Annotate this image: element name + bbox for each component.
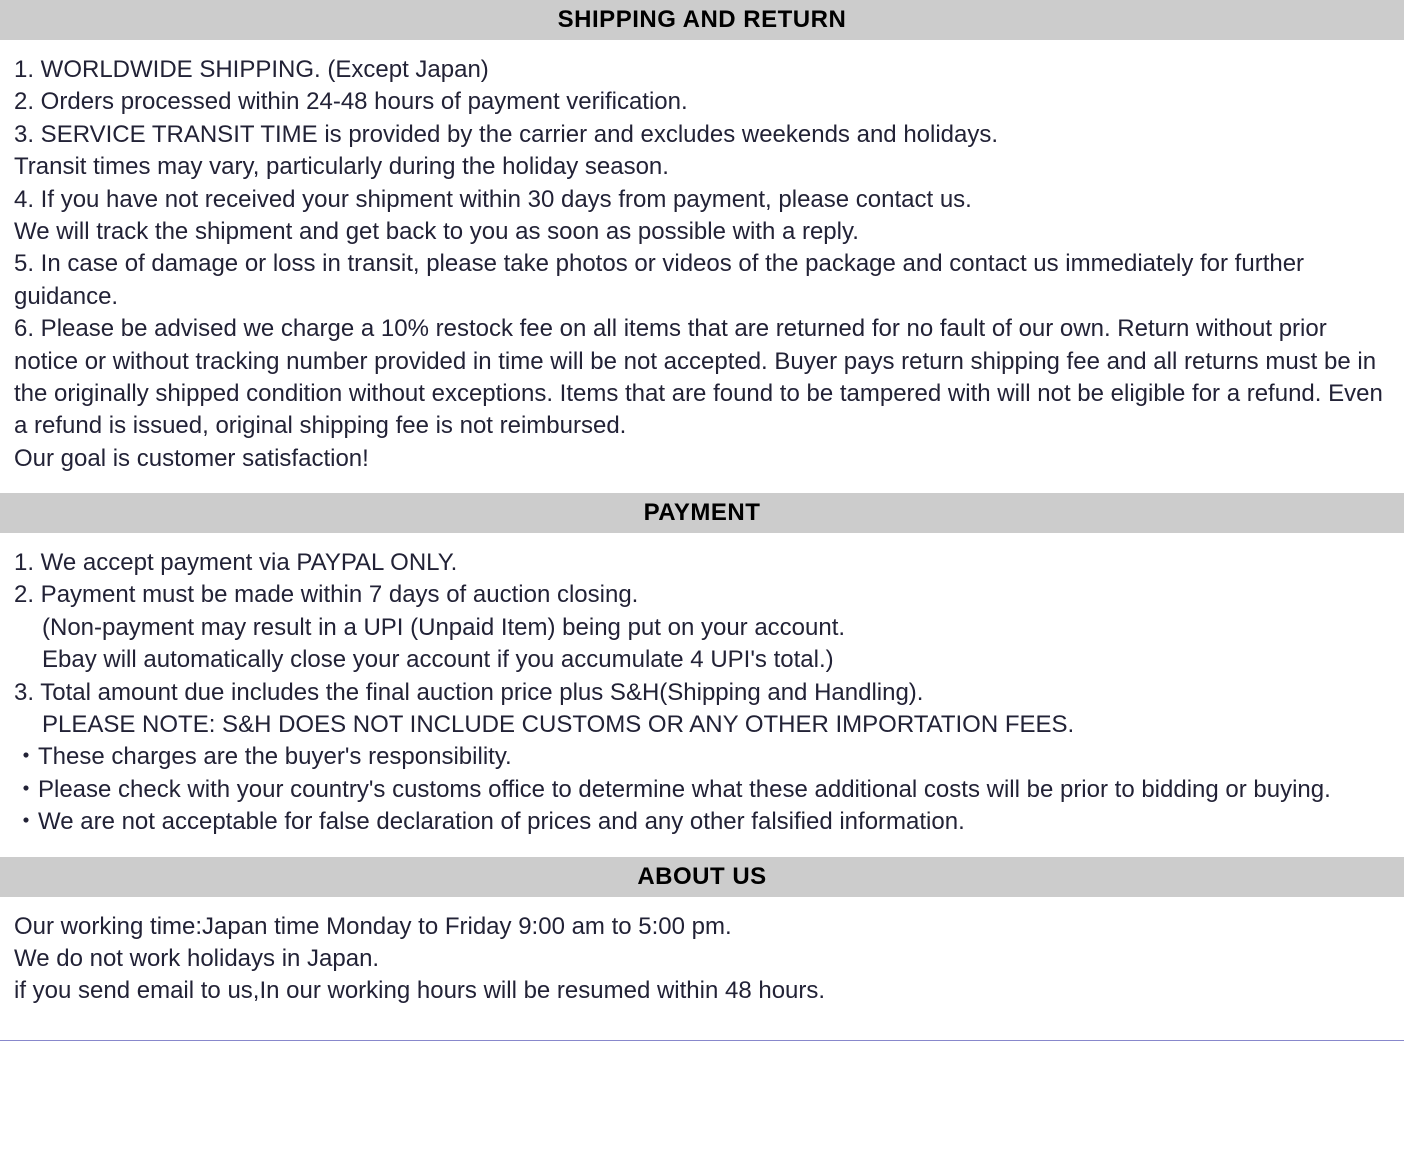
shipping-header: SHIPPING AND RETURN [0, 0, 1404, 40]
shipping-line: Our goal is customer satisfaction! [14, 443, 1390, 475]
shipping-line: We will track the shipment and get back … [14, 216, 1390, 248]
shipping-line: 6. Please be advised we charge a 10% res… [14, 313, 1390, 443]
payment-line: ・Please check with your country's custom… [14, 774, 1390, 806]
shipping-line: 5. In case of damage or loss in transit,… [14, 248, 1390, 313]
payment-header: PAYMENT [0, 493, 1404, 533]
payment-body: 1. We accept payment via PAYPAL ONLY. 2.… [14, 547, 1390, 857]
about-header: ABOUT US [0, 857, 1404, 897]
about-line: Our working time:Japan time Monday to Fr… [14, 911, 1390, 943]
shipping-line: 4. If you have not received your shipmen… [14, 184, 1390, 216]
payment-line: ・We are not acceptable for false declara… [14, 806, 1390, 838]
about-line: if you send email to us,In our working h… [14, 975, 1390, 1007]
payment-line: 3. Total amount due includes the final a… [14, 677, 1390, 709]
policy-document: SHIPPING AND RETURN 1. WORLDWIDE SHIPPIN… [0, 0, 1404, 1041]
about-line: We do not work holidays in Japan. [14, 943, 1390, 975]
shipping-line: 3. SERVICE TRANSIT TIME is provided by t… [14, 119, 1390, 151]
shipping-body: 1. WORLDWIDE SHIPPING. (Except Japan) 2.… [14, 54, 1390, 493]
payment-line: 2. Payment must be made within 7 days of… [14, 579, 1390, 611]
shipping-line: Transit times may vary, particularly dur… [14, 151, 1390, 183]
payment-line: (Non-payment may result in a UPI (Unpaid… [14, 612, 1390, 644]
payment-line: Ebay will automatically close your accou… [14, 644, 1390, 676]
about-body: Our working time:Japan time Monday to Fr… [14, 911, 1390, 1026]
payment-line: PLEASE NOTE: S&H DOES NOT INCLUDE CUSTOM… [14, 709, 1390, 741]
shipping-line: 1. WORLDWIDE SHIPPING. (Except Japan) [14, 54, 1390, 86]
payment-line: 1. We accept payment via PAYPAL ONLY. [14, 547, 1390, 579]
shipping-line: 2. Orders processed within 24-48 hours o… [14, 86, 1390, 118]
payment-line: ・These charges are the buyer's responsib… [14, 741, 1390, 773]
